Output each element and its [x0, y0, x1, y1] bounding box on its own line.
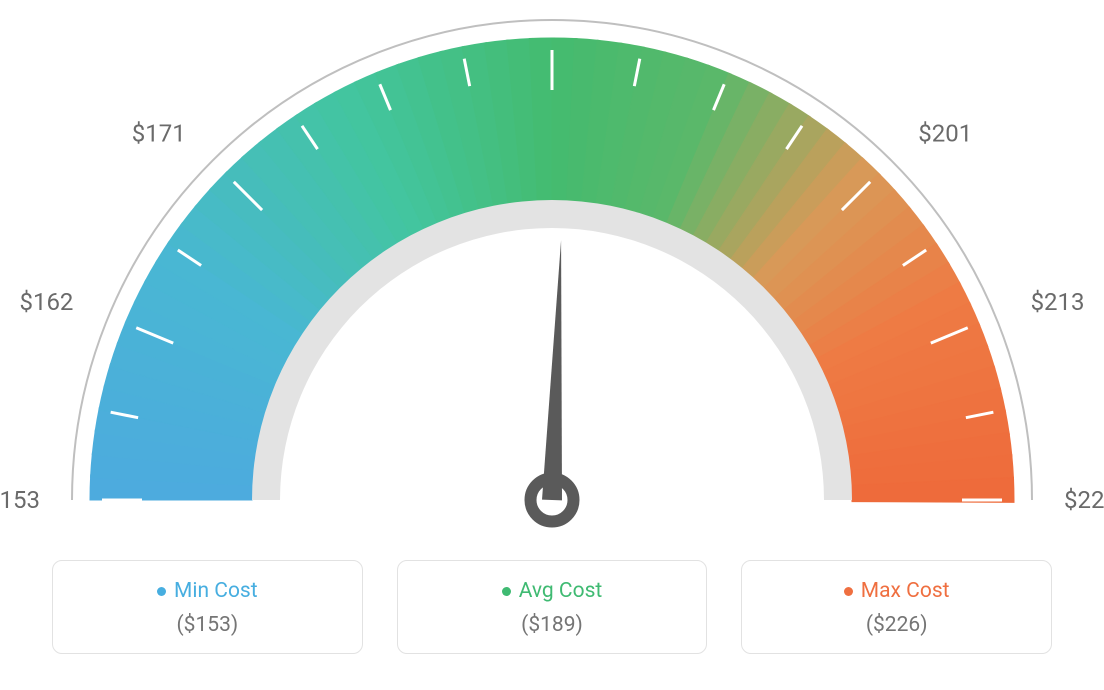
tick-label: $213: [1031, 288, 1085, 316]
tick-label: $162: [19, 288, 73, 316]
legend-label: Min Cost: [174, 579, 258, 603]
legend-card: Max Cost ($226): [741, 560, 1052, 654]
legend-dot-icon: [502, 587, 511, 596]
legend-value: ($189): [408, 613, 697, 637]
tick-label: $201: [918, 120, 972, 148]
gauge-chart: $153$162$171$189$201$213$226: [0, 0, 1104, 540]
legend-dot-icon: [844, 587, 853, 596]
legend-row: Min Cost ($153) Avg Cost ($189) Max Cost ($22…: [0, 540, 1104, 654]
legend-title: Min Cost: [157, 579, 258, 603]
legend-title: Max Cost: [844, 579, 950, 603]
legend-card: Avg Cost ($189): [397, 560, 708, 654]
legend-value: ($153): [63, 613, 352, 637]
legend-dot-icon: [157, 587, 166, 596]
tick-label: $171: [132, 120, 186, 148]
gauge-svg: $153$162$171$189$201$213$226: [0, 0, 1104, 540]
needle: [542, 240, 562, 500]
legend-value: ($226): [752, 613, 1041, 637]
legend-card: Min Cost ($153): [52, 560, 363, 654]
tick-label: $153: [0, 486, 40, 514]
tick-label: $226: [1064, 486, 1104, 514]
legend-title: Avg Cost: [502, 579, 603, 603]
legend-label: Max Cost: [861, 579, 950, 603]
legend-label: Avg Cost: [519, 579, 603, 603]
